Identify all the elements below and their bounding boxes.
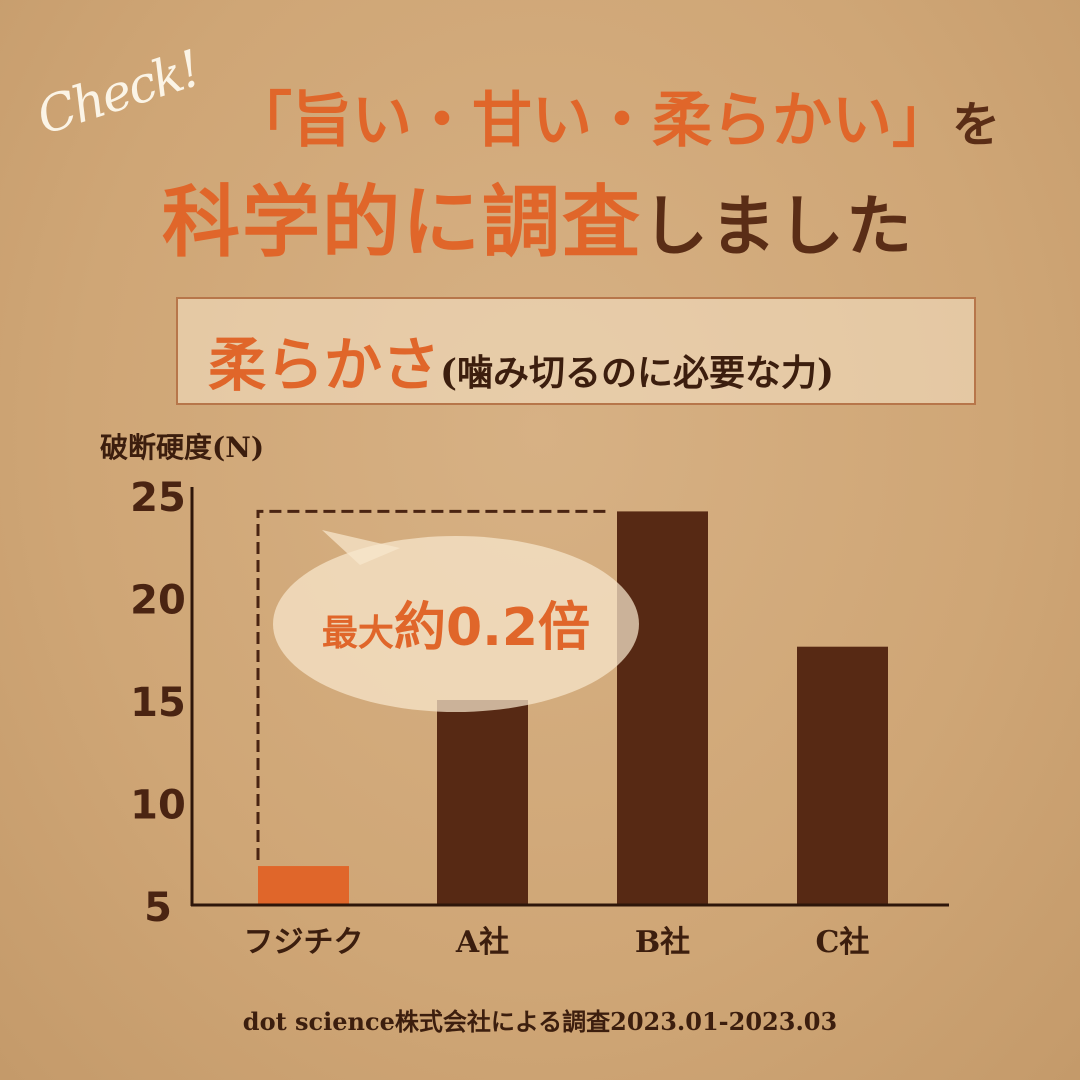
subtitle-main: 柔らかさ [208,331,441,399]
callout-text: 最大約0.2倍 [322,598,590,658]
callout-bubble [273,536,639,712]
bar-2 [617,511,708,905]
bar-0 [258,866,349,905]
category-label: B社 [635,925,690,960]
category-label: フジチク [244,925,364,960]
subtitle-box [176,297,976,405]
category-label: C社 [816,925,870,960]
chart-subtitle: 柔らかさ(噛み切るのに必要な力) [208,318,834,402]
y-tick-label: 25 [130,475,186,521]
subtitle-note: (噛み切るのに必要な力) [440,352,835,394]
bar-1 [437,700,528,905]
category-label: A社 [455,925,509,960]
dashed-comparison-line [256,509,610,860]
callout-value: 約0.2倍 [394,598,590,658]
y-tick-label: 20 [130,578,186,624]
y-tick-label: 10 [130,783,186,829]
y-tick-label: 5 [144,885,172,931]
headline-orange: 「旨い・甘い・柔らかい」 [232,86,952,156]
y-tick-label: 15 [130,680,186,726]
callout-prefix: 最大 [322,613,394,654]
headline-line-2: 科学的に調査しました [162,160,914,272]
y-axis-label: 破断硬度(N) [100,431,265,464]
headline-line-1: 「旨い・甘い・柔らかい」を [232,72,1000,159]
bar-3 [797,646,888,905]
headline-brown: しました [642,187,915,265]
headline-brown: を [952,97,1001,153]
source-footnote: dot science株式会社による調査2023.01-2023.03 [242,1007,838,1036]
headline-orange: 科学的に調査 [162,177,643,268]
